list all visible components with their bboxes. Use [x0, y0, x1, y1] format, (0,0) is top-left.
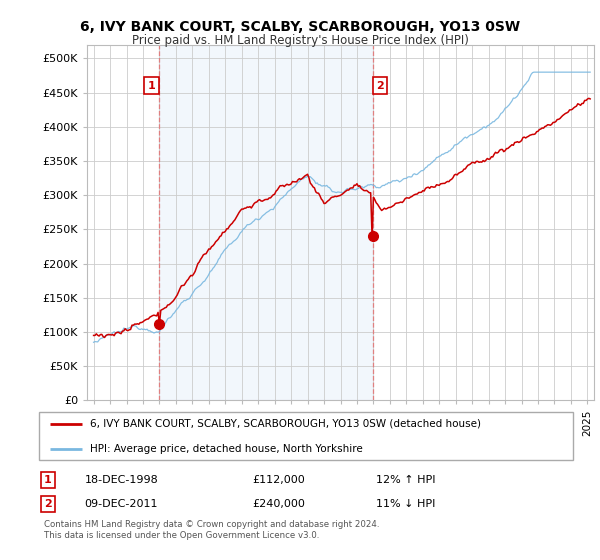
Text: 18-DEC-1998: 18-DEC-1998	[85, 475, 158, 485]
Text: 12% ↑ HPI: 12% ↑ HPI	[376, 475, 436, 485]
Text: 09-DEC-2011: 09-DEC-2011	[85, 499, 158, 509]
Text: Price paid vs. HM Land Registry's House Price Index (HPI): Price paid vs. HM Land Registry's House …	[131, 34, 469, 46]
Text: 2: 2	[44, 499, 52, 509]
FancyBboxPatch shape	[39, 412, 574, 460]
Text: Contains HM Land Registry data © Crown copyright and database right 2024.
This d: Contains HM Land Registry data © Crown c…	[44, 520, 380, 540]
Text: £240,000: £240,000	[252, 499, 305, 509]
Text: 11% ↓ HPI: 11% ↓ HPI	[376, 499, 436, 509]
Text: HPI: Average price, detached house, North Yorkshire: HPI: Average price, detached house, Nort…	[90, 444, 363, 454]
Text: 6, IVY BANK COURT, SCALBY, SCARBOROUGH, YO13 0SW (detached house): 6, IVY BANK COURT, SCALBY, SCARBOROUGH, …	[90, 419, 481, 429]
Text: 1: 1	[44, 475, 52, 485]
Text: 1: 1	[148, 81, 155, 91]
Text: 2: 2	[376, 81, 383, 91]
Text: 6, IVY BANK COURT, SCALBY, SCARBOROUGH, YO13 0SW: 6, IVY BANK COURT, SCALBY, SCARBOROUGH, …	[80, 20, 520, 34]
Bar	[159, 45, 373, 400]
Text: £112,000: £112,000	[252, 475, 305, 485]
